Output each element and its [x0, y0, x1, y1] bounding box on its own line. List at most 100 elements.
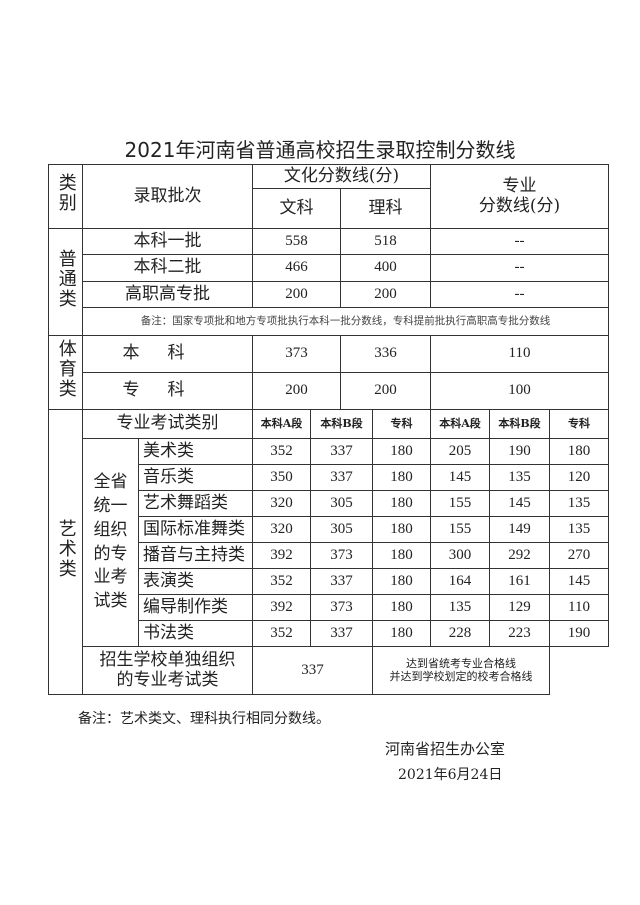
art-score: 180 — [371, 594, 432, 621]
art-score: 135 — [549, 516, 610, 543]
score-table: 类别 录取批次 文化分数线(分) 专业 分数线(分) 文科 理科 普通类 本科一批… — [48, 164, 610, 695]
art-category-name: 编导制作类 — [138, 594, 253, 621]
category-art: 艺术类 — [55, 518, 77, 579]
art-score: 205 — [430, 438, 491, 465]
art-score: 373 — [310, 594, 373, 621]
art-score: 180 — [549, 438, 610, 465]
header-category: 类别 — [55, 173, 77, 214]
art-category-name: 美术类 — [138, 438, 253, 465]
batch-label: 专科 — [82, 372, 253, 410]
art-score: 352 — [252, 568, 311, 595]
art-score: 190 — [489, 438, 551, 465]
category-general: 普通类 — [55, 248, 77, 309]
art-score: 145 — [430, 464, 491, 491]
arts-score: 200 — [252, 372, 341, 410]
requirement-line: 并达到学校划定的校考合格线 — [389, 669, 533, 683]
art-score: 135 — [549, 490, 610, 517]
art-score: 145 — [549, 568, 610, 595]
art-group-label: 全省统一组织的专业考试类 — [82, 438, 139, 647]
science-score: 400 — [339, 254, 432, 282]
art-subheader: 本科B段 — [310, 409, 373, 439]
table-row: 编导制作类 392 373 180 135 129 110 — [49, 594, 610, 621]
art-subheader: 本科A段 — [252, 409, 311, 439]
header-science: 理科 — [339, 188, 432, 229]
category-general-cell: 普通类 — [48, 228, 83, 336]
art-score: 270 — [549, 542, 610, 569]
art-score: 120 — [549, 464, 610, 491]
footnote: 备注：艺术类文、理科执行相同分数线。 — [78, 711, 330, 727]
category-sports-cell: 体育类 — [48, 335, 83, 410]
art-score: 228 — [430, 620, 491, 647]
art-score: 180 — [371, 490, 432, 517]
art-score: 305 — [310, 516, 373, 543]
art-score: 149 — [489, 516, 551, 543]
art-score: 373 — [310, 542, 373, 569]
table-row: 国际标准舞类 320 305 180 155 149 135 — [49, 516, 610, 543]
art-score: 392 — [252, 594, 311, 621]
art-score: 292 — [489, 542, 551, 569]
art-subheader: 专科 — [371, 409, 432, 439]
date: 2021年6月24日 — [398, 767, 503, 783]
art-score: 129 — [489, 594, 551, 621]
art-score: 337 — [310, 568, 373, 595]
art-score: 352 — [252, 620, 311, 647]
page-title: 2021年河南省普通高校招生录取控制分数线 — [124, 138, 516, 162]
art-score: 155 — [430, 516, 491, 543]
major-score: -- — [430, 228, 610, 255]
issuer: 河南省招生办公室 — [385, 740, 506, 758]
header-batch: 录取批次 — [82, 164, 253, 229]
header-arts: 文科 — [252, 188, 341, 229]
arts-score: 373 — [252, 335, 341, 373]
art-category-name: 国际标准舞类 — [138, 516, 253, 543]
art-score: 337 — [310, 464, 373, 491]
art-score: 352 — [252, 438, 311, 465]
art-score: 135 — [430, 594, 491, 621]
art-score: 180 — [371, 568, 432, 595]
batch-label: 本科 — [82, 335, 253, 373]
table-row: 书法类 352 337 180 228 223 190 — [49, 620, 610, 647]
art-category-name: 播音与主持类 — [138, 542, 253, 569]
art-score: 320 — [252, 490, 311, 517]
art-category-name: 艺术舞蹈类 — [138, 490, 253, 517]
art-score: 180 — [371, 438, 432, 465]
table-row: 本科二批 466 400 -- — [49, 254, 610, 282]
art-score: 350 — [252, 464, 311, 491]
table-row: 专科 200 200 100 — [49, 372, 610, 410]
arts-score: 558 — [252, 228, 341, 255]
art-subheader: 专科 — [549, 409, 610, 439]
art-score: 320 — [252, 516, 311, 543]
table-row: 普通类 本科一批 558 518 -- — [48, 228, 610, 336]
major-score: -- — [430, 254, 610, 282]
art-score: 337 — [310, 438, 373, 465]
science-score: 518 — [339, 228, 432, 255]
major-score: -- — [430, 281, 610, 308]
art-score: 180 — [371, 464, 432, 491]
art-score: 155 — [430, 490, 491, 517]
category-art-cell: 艺术类 — [48, 409, 83, 695]
art-score: 164 — [430, 568, 491, 595]
art-score: 145 — [489, 490, 551, 517]
school-exam-label: 招生学校单独组织的专业考试类 — [82, 646, 253, 695]
general-note: 备注：国家专项批和地方专项批执行本科一批分数线，专科提前批执行高职高专批分数线 — [81, 307, 610, 336]
table-row: 音乐类 350 337 180 145 135 120 — [49, 464, 610, 491]
table-row: 高职高专批 200 200 -- — [49, 281, 610, 308]
batch-label: 本科二批 — [82, 254, 253, 282]
art-score: 161 — [489, 568, 551, 595]
art-score: 180 — [371, 620, 432, 647]
art-score: 305 — [310, 490, 373, 517]
science-score: 200 — [339, 281, 432, 308]
art-subheader: 本科B段 — [489, 409, 551, 439]
art-score: 300 — [430, 542, 491, 569]
batch-label: 高职高专批 — [82, 281, 253, 308]
art-score: 337 — [310, 620, 373, 647]
science-score: 336 — [339, 335, 432, 373]
art-header: 专业考试类别 — [82, 409, 253, 439]
batch-label: 本科一批 — [82, 228, 253, 255]
table-row: 全省统一组织的专业考试类 美术类 352 337 180 205 190 180 — [49, 438, 610, 647]
header-major: 专业 分数线(分) — [430, 164, 610, 229]
art-category-name: 表演类 — [138, 568, 253, 595]
art-score: 190 — [549, 620, 610, 647]
major-score: 110 — [430, 335, 610, 373]
category-sports: 体育类 — [55, 339, 77, 400]
school-culture-score: 337 — [252, 646, 373, 695]
